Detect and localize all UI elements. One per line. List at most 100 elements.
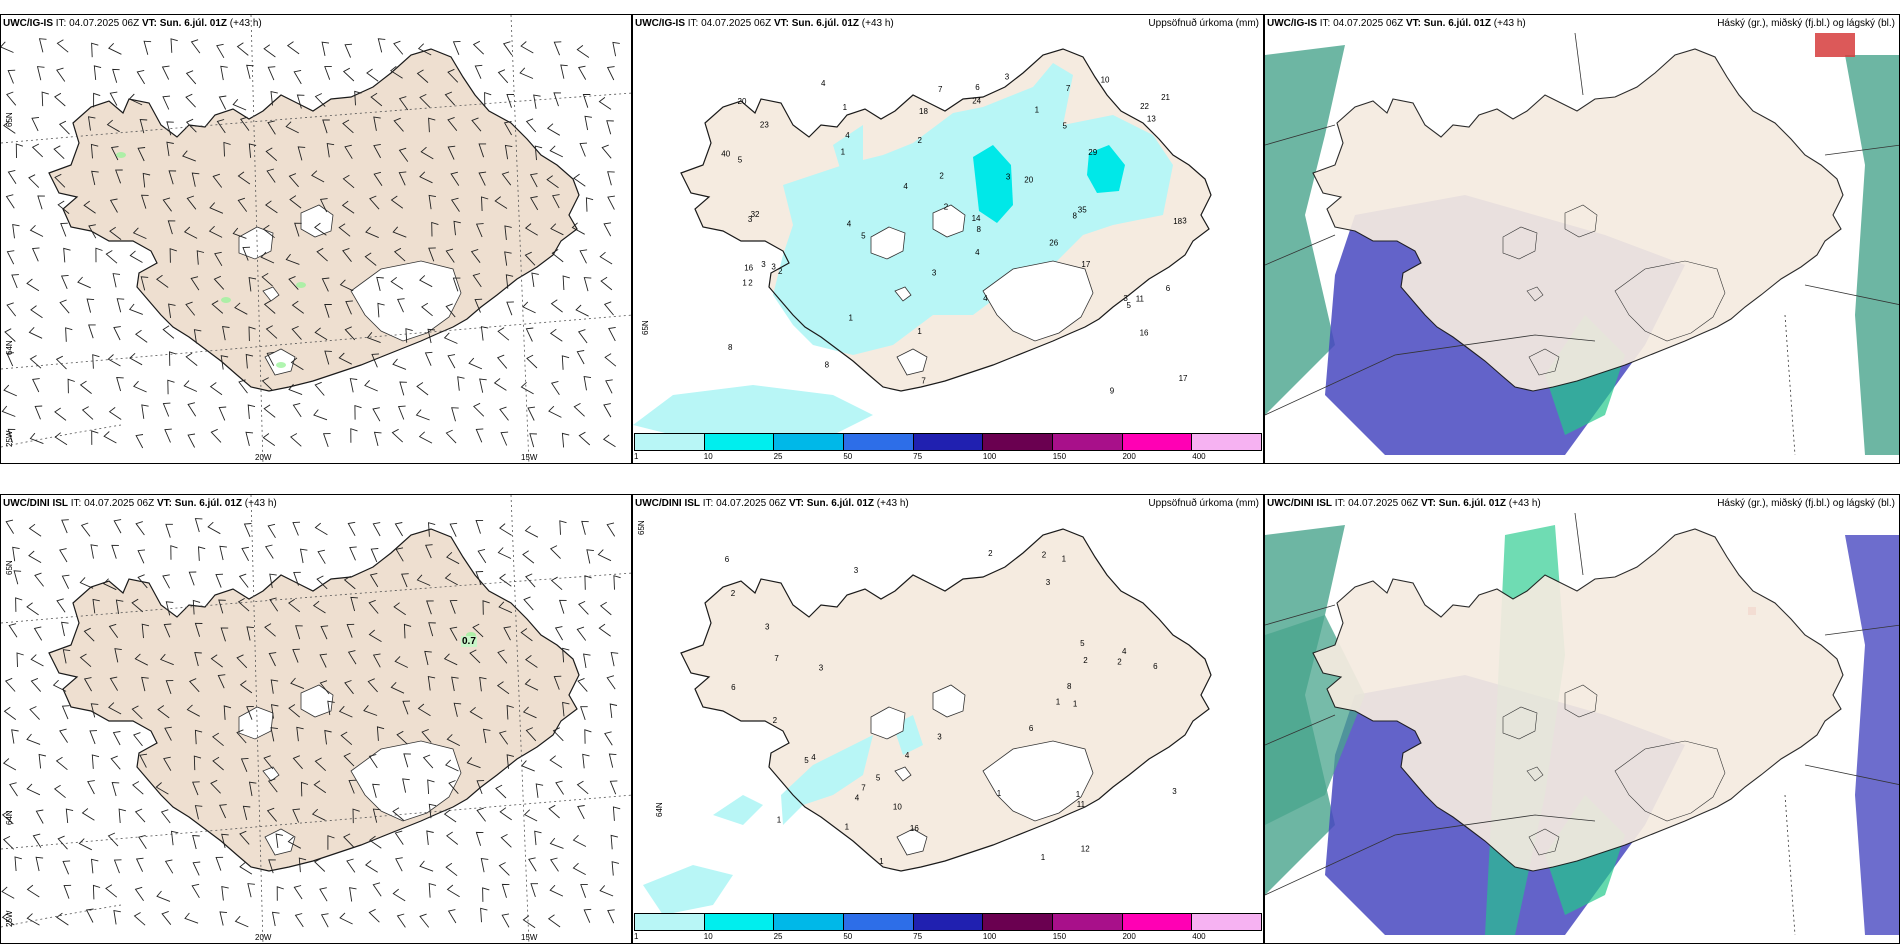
wind-barb xyxy=(83,677,92,692)
wind-barb xyxy=(238,573,249,588)
precip-area xyxy=(773,63,1173,355)
wind-barb xyxy=(319,653,328,668)
glacier xyxy=(982,260,1094,342)
wind-barb xyxy=(449,522,458,537)
wind-barb xyxy=(443,809,457,823)
precip-value: 7 xyxy=(921,377,926,386)
wind-barb xyxy=(56,39,69,53)
wind-barb xyxy=(263,404,276,418)
wind-barb xyxy=(561,432,570,448)
wind-barb xyxy=(53,145,65,160)
wind-barb xyxy=(90,858,99,874)
wind-barb xyxy=(471,117,482,132)
wind-barb xyxy=(524,223,538,236)
wind-barb xyxy=(376,276,384,292)
wind-barb xyxy=(549,755,563,768)
wind-barb xyxy=(164,726,172,741)
wind-barb xyxy=(521,760,535,772)
wind-barb xyxy=(572,862,586,875)
wind-barb xyxy=(338,223,351,237)
wind-barb xyxy=(57,200,70,214)
wind-barb xyxy=(37,195,45,210)
wind-barb xyxy=(290,357,304,371)
wind-barb xyxy=(479,676,487,692)
wind-barb xyxy=(107,832,119,847)
precip-value: 1 xyxy=(843,103,848,112)
wind-barb xyxy=(424,650,432,666)
lat-label-65n: 65N xyxy=(637,520,646,535)
wind-barb xyxy=(292,648,300,663)
wind-barb xyxy=(319,887,328,902)
wind-barb xyxy=(446,831,459,845)
wind-barb xyxy=(191,883,200,899)
wind-barb xyxy=(366,332,381,344)
wind-barb xyxy=(314,93,326,107)
lat-label-65n: 65N xyxy=(5,112,14,127)
wind-barb xyxy=(110,755,121,770)
wind-barb xyxy=(13,570,22,585)
precip-field xyxy=(633,63,1173,445)
high-cloud-spot xyxy=(1815,33,1855,57)
lat-label-64n: 64N xyxy=(5,810,14,825)
wind-barb xyxy=(496,681,510,695)
wind-barb xyxy=(506,704,514,720)
glacier xyxy=(1564,684,1598,718)
wind-barb xyxy=(3,706,17,720)
wind-barb xyxy=(504,225,512,240)
wind-barb xyxy=(185,301,196,316)
wind-barb xyxy=(392,807,404,821)
wind-barb xyxy=(549,328,563,342)
wind-barb xyxy=(135,329,148,343)
wind-barb xyxy=(390,276,404,290)
wind-barb xyxy=(137,147,146,162)
panel-bottom-right: UWC/DINI ISL IT: 04.07.2025 06Z VT: Sun.… xyxy=(1264,494,1900,944)
wind-barb xyxy=(209,202,224,214)
precip-value: 7 xyxy=(1066,84,1071,93)
legend-tick: 1 xyxy=(634,452,639,461)
wind-barb xyxy=(354,90,362,106)
wind-barb xyxy=(484,91,492,107)
wind-barb xyxy=(393,247,406,262)
wind-barb xyxy=(222,325,230,341)
wind-barb xyxy=(477,548,487,564)
precip-value: 5 xyxy=(1080,639,1085,648)
wind-barb xyxy=(11,274,19,289)
wind-barb xyxy=(372,783,380,798)
wind-barb xyxy=(445,759,459,772)
precip-map: 2143211124512371176103453126165324386621… xyxy=(643,528,1212,915)
wind-barb xyxy=(474,64,483,79)
legend-swatch xyxy=(704,434,775,450)
precip-patch xyxy=(276,362,286,368)
wind-barb xyxy=(210,779,221,794)
wind-barb xyxy=(34,405,43,420)
wind-barb xyxy=(162,325,175,339)
wind-barb xyxy=(265,325,278,339)
wind-barb xyxy=(54,173,66,188)
legend-tick: 200 xyxy=(1122,932,1136,941)
wind-barb xyxy=(474,298,483,313)
precip-value: 5 xyxy=(861,232,866,241)
wind-barb xyxy=(583,375,592,391)
wind-barb xyxy=(584,729,592,744)
wind-barb xyxy=(354,404,362,420)
precip-value: 2 xyxy=(1083,656,1088,665)
precip-value: 1 xyxy=(1041,853,1046,862)
wind-barb xyxy=(503,121,512,136)
precip-legend: 1 10 25 50 75 100 150 200 400 xyxy=(633,433,1263,463)
wind-barb xyxy=(579,142,588,157)
wind-barb xyxy=(190,39,201,54)
wind-barb xyxy=(142,172,151,188)
precip-field xyxy=(643,715,923,915)
wind-barb xyxy=(35,856,44,872)
wind-barb xyxy=(28,326,43,339)
wind-barb xyxy=(443,332,458,344)
wind-barb xyxy=(316,247,328,262)
precip-value: 10 xyxy=(893,803,902,812)
wind-barb xyxy=(59,728,68,743)
wind-barb xyxy=(448,780,459,794)
wind-barb xyxy=(134,653,149,666)
wind-barb xyxy=(451,407,459,422)
glacier xyxy=(1526,286,1544,302)
wind-barb xyxy=(373,116,381,131)
wind-barb xyxy=(61,519,69,534)
